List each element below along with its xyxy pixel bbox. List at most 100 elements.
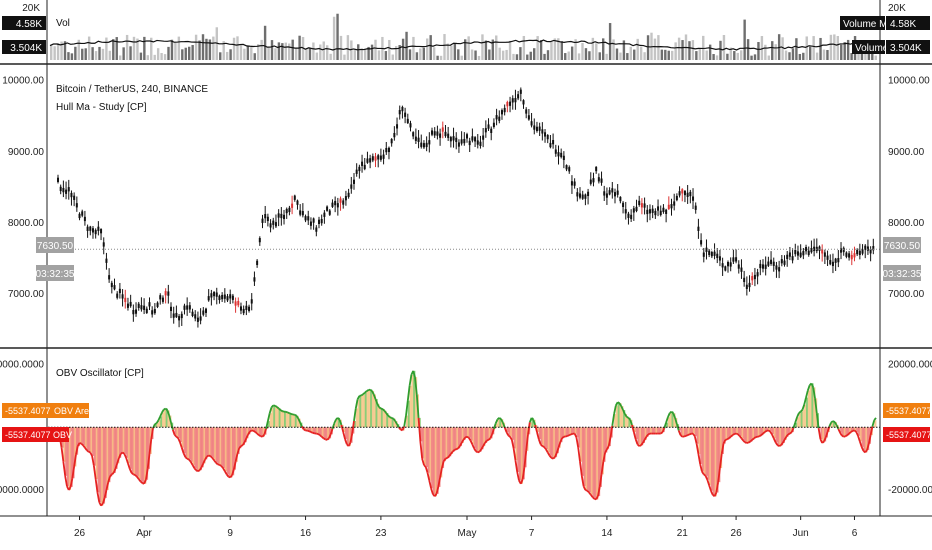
vol-ma-right-badge (886, 16, 930, 30)
volume-bar (570, 46, 574, 60)
price-candle-body (417, 137, 420, 142)
obv-line-segment (414, 377, 418, 395)
obv-line-segment (125, 457, 129, 464)
obv-area-stripe (242, 427, 245, 446)
volume-bar (125, 34, 129, 60)
price-candle-body (234, 301, 237, 306)
obv-area-stripe (597, 427, 601, 497)
obv-line-segment (794, 416, 798, 423)
volume-bar (464, 39, 467, 60)
obv-line-segment (180, 447, 185, 454)
obv-area-stripe (477, 427, 480, 453)
price-candle-body (509, 101, 512, 106)
obv-line-segment (186, 457, 190, 461)
obv-line-segment (166, 410, 171, 416)
price-candle-body (638, 200, 641, 205)
volume-bar (232, 37, 236, 60)
obv-line-segment (265, 420, 269, 430)
obv-line-segment (814, 398, 818, 414)
obv-line-segment (289, 412, 292, 415)
obv-line-segment (611, 413, 615, 426)
price-candle-body (686, 192, 689, 197)
volume-pane[interactable] (49, 13, 877, 61)
price-candle-body (525, 109, 528, 114)
volume-bar (208, 39, 212, 60)
time-tick-label: 7 (529, 528, 535, 539)
price-candle-body (702, 252, 705, 257)
price-candle-body (487, 124, 490, 129)
volume-bar (398, 45, 401, 60)
obv-area-stripe (764, 427, 767, 432)
obv-area-stripe (75, 427, 79, 455)
volume-bar (53, 46, 56, 60)
obv-line-segment (620, 405, 624, 411)
price-candle-body (533, 125, 536, 130)
obv-area-stripe (576, 427, 579, 438)
price-pane[interactable]: 10000.00 10000.00 9000.00 9000.00 8000.00 800… (2, 76, 930, 328)
volume-bar (664, 49, 667, 60)
volume-bar (602, 38, 605, 60)
volume-bar (543, 53, 546, 60)
obv-line-segment (114, 463, 119, 470)
obv-oscillator-pane[interactable]: 20000.0000 20000.0000 -20000.0000 -20000.00… (0, 360, 932, 507)
volume-bar (733, 51, 736, 60)
price-candle-body (842, 247, 845, 253)
obv-line-segment (308, 430, 312, 433)
volume-bar (560, 41, 563, 60)
obv-area-stripe (273, 405, 276, 428)
obv-area-stripe (637, 427, 640, 445)
volume-bar (184, 47, 187, 60)
price-left-tick: 10000.00 (2, 76, 44, 87)
obv-line-segment (823, 437, 827, 442)
obv-line-segment (253, 430, 256, 433)
time-tick-label: May (458, 528, 477, 539)
volume-bar (753, 54, 757, 60)
obv-line-segment (537, 438, 542, 445)
obv-area-stripe (233, 427, 236, 470)
price-candle-body (148, 302, 151, 307)
obv-line-segment (455, 447, 459, 451)
obv-line-segment (268, 407, 273, 414)
obv-line-segment (383, 410, 387, 414)
volume-bar (726, 53, 729, 60)
obv-area-stripe (504, 427, 507, 428)
price-candle-body (159, 295, 162, 300)
volume-bar (457, 49, 460, 60)
volume-bar (533, 48, 536, 60)
price-candle-body (422, 143, 425, 148)
obv-line-segment (382, 408, 386, 412)
obv-line-segment (643, 436, 648, 441)
volume-bar (446, 43, 450, 60)
obv-line-segment (510, 439, 515, 449)
price-candle-body (315, 227, 318, 232)
obv-area-stripe (506, 427, 509, 432)
obv-area-stripe (106, 427, 109, 491)
price-candle-body (466, 134, 468, 139)
obv-line-segment (594, 497, 597, 501)
volume-bar (488, 49, 491, 60)
price-candle-body (126, 303, 129, 308)
price-candle-body (568, 167, 571, 172)
price-candle-body (597, 177, 600, 182)
obv-line-segment (805, 390, 809, 398)
obv-area-stripe (323, 427, 326, 439)
volume-bar (605, 53, 608, 60)
price-right-tick: 7000.00 (888, 289, 925, 300)
obv-line-segment (815, 413, 820, 429)
obv-line-segment (437, 477, 441, 488)
obv-area-stripe (307, 427, 310, 431)
obv-area-stripe (343, 427, 346, 432)
obv-line-segment (737, 433, 741, 437)
obv-line-segment (442, 458, 447, 462)
obv-area-stripe (750, 427, 753, 442)
volume-bar (370, 44, 374, 60)
obv-area-stripe (74, 427, 77, 467)
obv-area-stripe (655, 427, 658, 434)
obv-line-segment (821, 440, 825, 444)
price-candle-body (409, 123, 412, 128)
obv-line-segment (89, 451, 93, 457)
price-candle-body (592, 178, 595, 183)
obv-area-stripe (117, 427, 120, 464)
obv-line-segment (487, 437, 491, 441)
